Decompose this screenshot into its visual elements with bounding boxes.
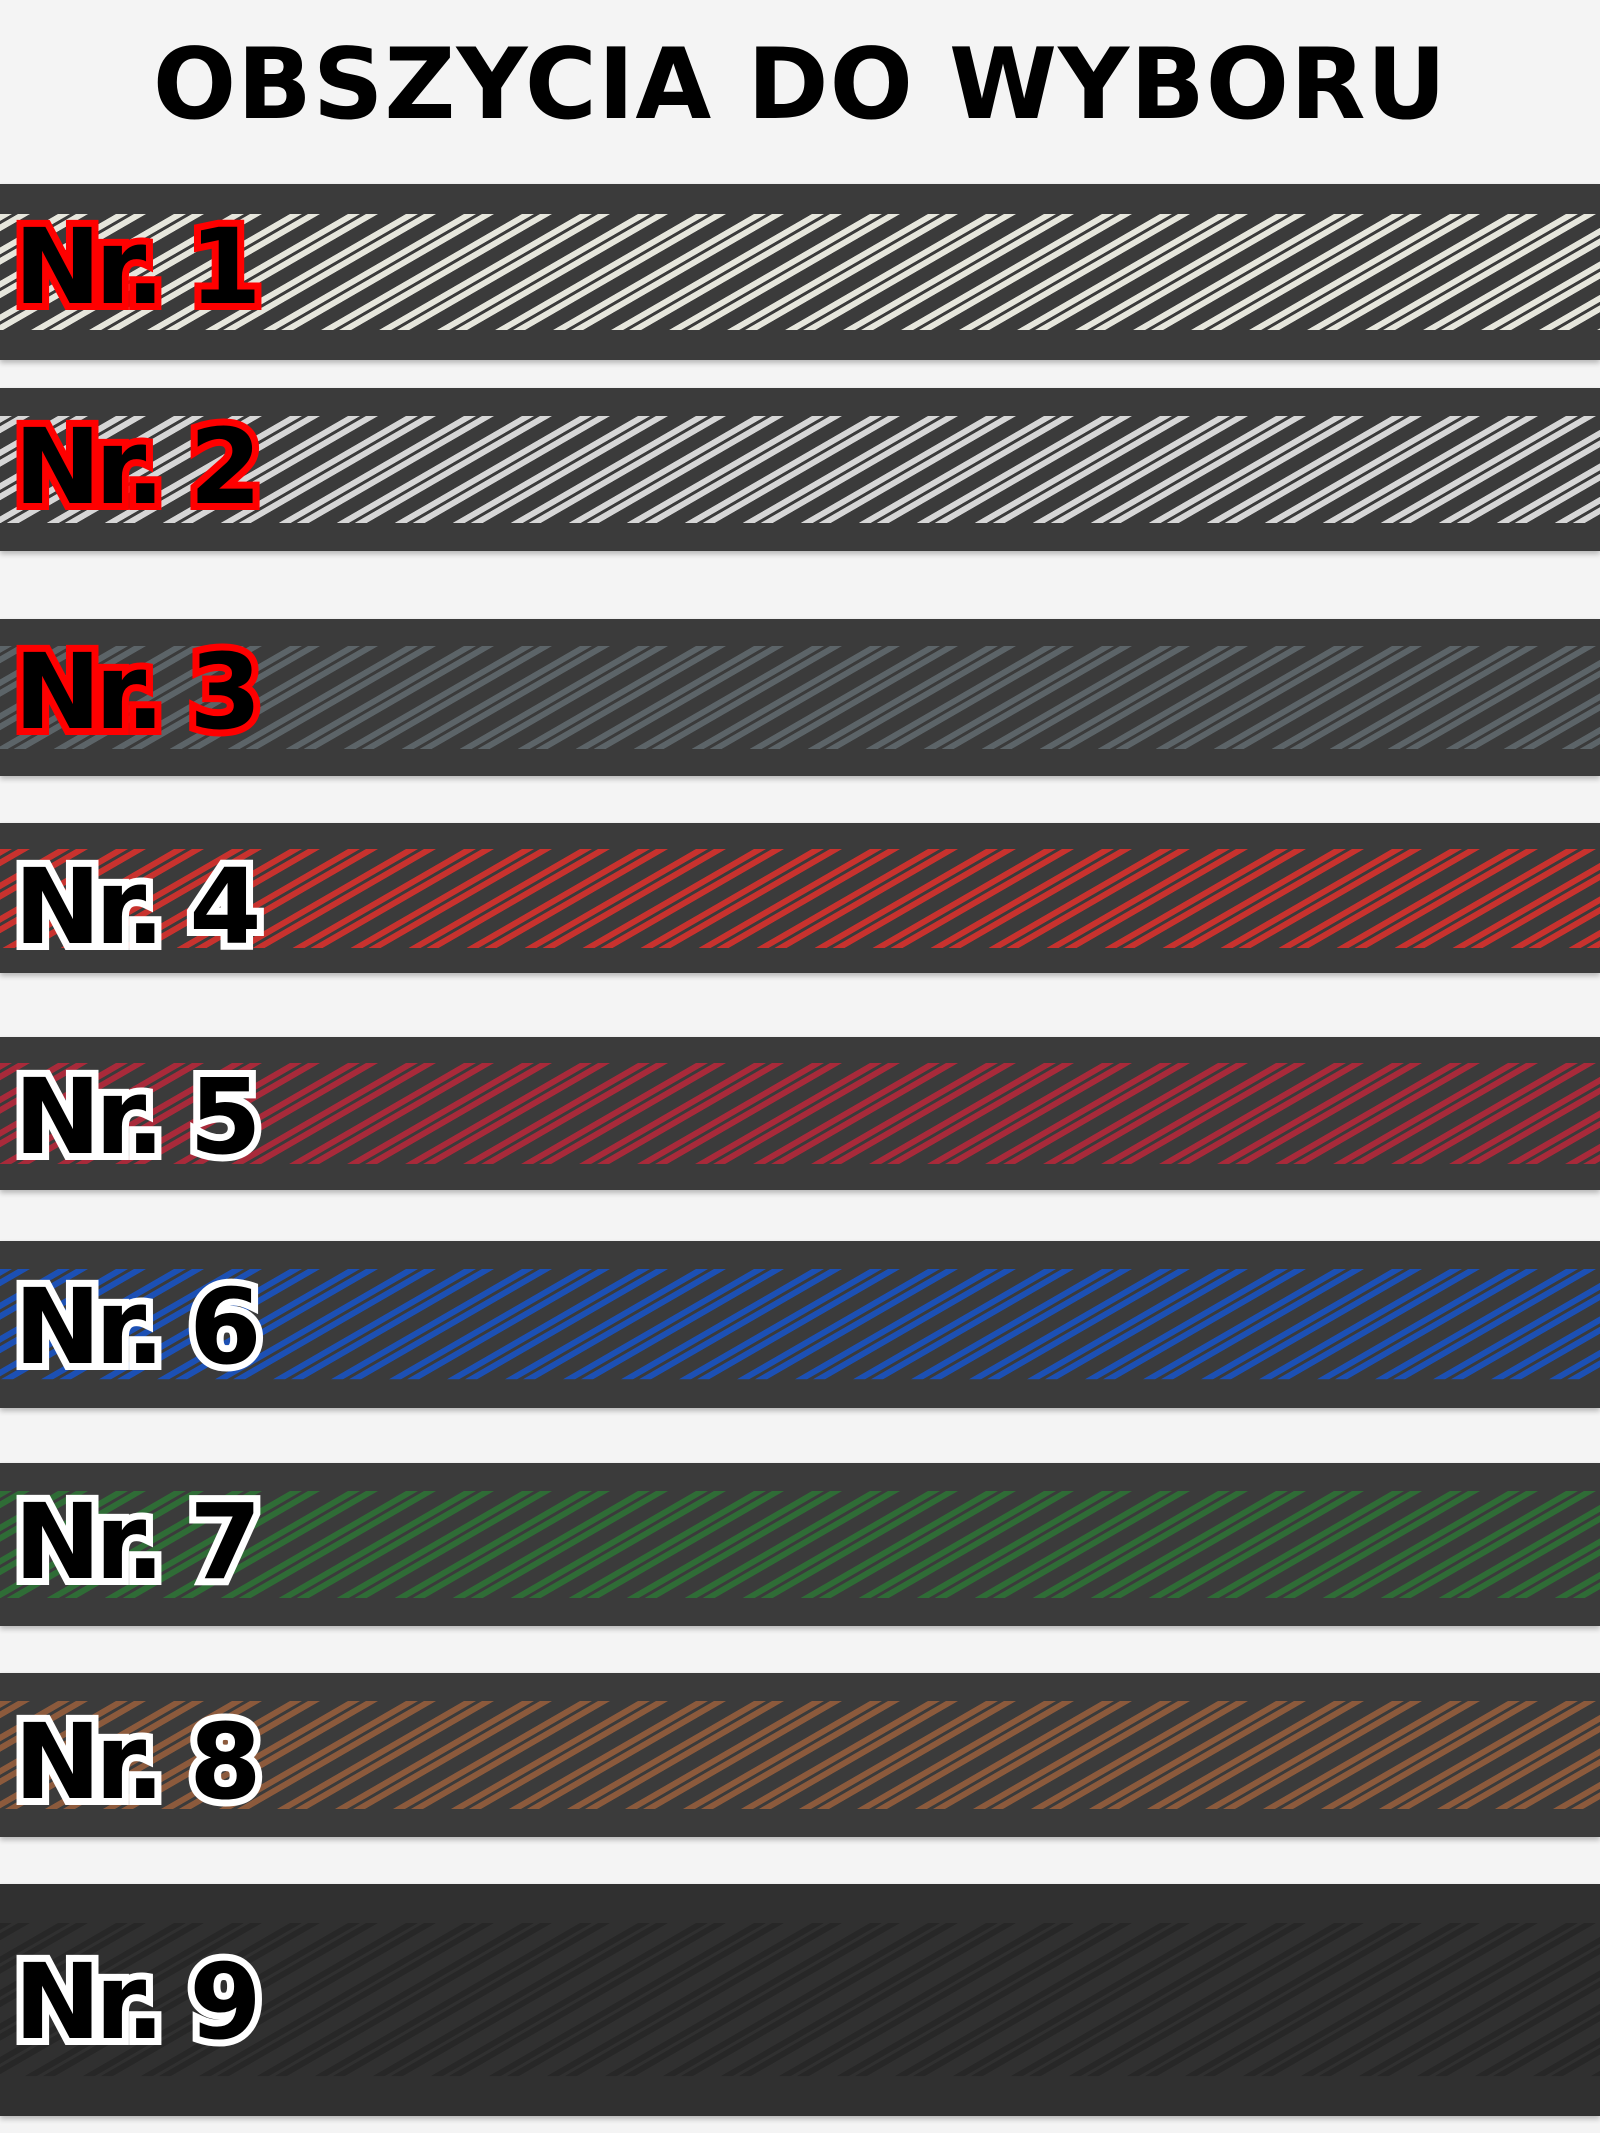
stripe-pattern — [0, 645, 1600, 750]
ribbon-option-3 — [0, 619, 1600, 776]
ribbon-option-5 — [0, 1037, 1600, 1190]
stripe-pattern — [0, 1269, 1600, 1380]
stripe-pattern — [0, 1063, 1600, 1164]
ribbon-option-7 — [0, 1463, 1600, 1626]
option-label-5: Nr. 5 — [7, 1056, 269, 1178]
ribbon-option-6 — [0, 1241, 1600, 1408]
stripe-pattern — [0, 213, 1600, 331]
option-label-6: Nr. 6 — [7, 1266, 269, 1388]
stripe-pattern — [0, 415, 1600, 524]
ribbon-option-1 — [0, 184, 1600, 360]
ribbon-option-2 — [0, 388, 1600, 551]
stripe-pattern — [0, 1923, 1600, 2077]
option-label-9: Nr. 9 — [7, 1941, 269, 2063]
option-label-4: Nr. 4 — [7, 846, 269, 968]
stripe-pattern — [0, 1490, 1600, 1599]
stripe-pattern — [0, 1700, 1600, 1810]
option-label-7: Nr. 7 — [7, 1481, 269, 1603]
option-label-2: Nr. 2 — [7, 406, 269, 528]
stripe-pattern — [0, 848, 1600, 948]
ribbon-option-9 — [0, 1884, 1600, 2116]
option-label-8: Nr. 8 — [7, 1701, 269, 1823]
option-label-1: Nr. 1 — [7, 206, 269, 328]
ribbon-option-8 — [0, 1673, 1600, 1837]
page-title: OBSZYCIA DO WYBORU — [152, 28, 1448, 142]
option-label-3: Nr. 3 — [7, 631, 269, 753]
ribbon-option-4 — [0, 823, 1600, 973]
